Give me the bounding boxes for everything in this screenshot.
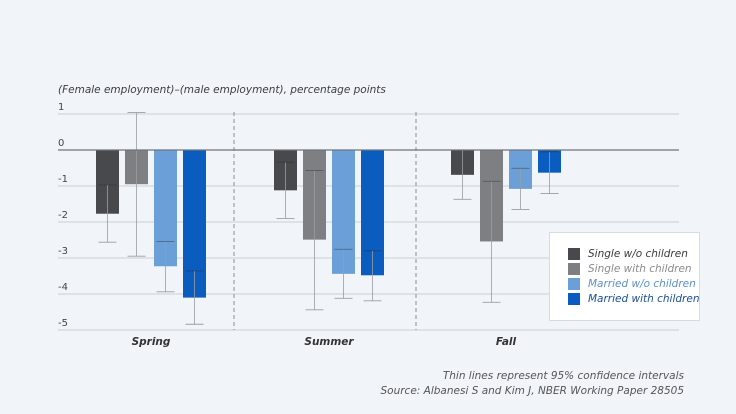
ci-whisker <box>363 250 382 302</box>
bar-summer-3 <box>361 150 384 276</box>
ci-whisker <box>540 151 559 195</box>
bar-spring-2 <box>154 150 177 267</box>
legend-label: Married with children <box>588 293 700 305</box>
legend-swatch <box>568 293 580 305</box>
ci-whisker <box>127 112 146 257</box>
ci-whisker <box>334 248 353 299</box>
legend-swatch <box>568 248 580 260</box>
source-note: Source: Albanesi S and Kim J, NBER Worki… <box>380 385 685 397</box>
chart-notes: Thin lines represent 95% confidence inte… <box>381 369 685 399</box>
y-tick-label: -5 <box>58 318 68 329</box>
ci-note: Thin lines represent 95% confidence inte… <box>442 370 684 382</box>
legend-item: Single with children <box>568 262 692 276</box>
y-tick-label: -4 <box>58 282 68 293</box>
legend-item: Married w/o children <box>568 277 696 291</box>
y-tick-label: 1 <box>58 102 64 113</box>
category-label-fall: Fall <box>496 336 517 348</box>
legend-label: Single w/o children <box>588 248 688 260</box>
y-tick-label: -2 <box>58 210 68 221</box>
bar-spring-0 <box>96 150 119 214</box>
bar-summer-2 <box>332 150 355 274</box>
legend-label: Single with children <box>588 263 692 275</box>
ci-whisker <box>511 167 530 210</box>
legend-item: Single w/o children <box>568 247 688 261</box>
category-separators <box>233 112 417 330</box>
legend-item: Married with children <box>568 292 699 306</box>
ci-whisker <box>482 180 501 303</box>
ci-whisker <box>276 161 295 219</box>
y-axis-ticks: 1 0 -1 -2 -3 -4 -5 <box>58 102 68 329</box>
legend-swatch <box>568 278 580 290</box>
y-tick-label: 0 <box>58 138 64 149</box>
category-labels: Spring Summer Fall <box>132 336 517 348</box>
confidence-intervals <box>98 112 559 325</box>
ci-whisker <box>305 170 324 311</box>
ci-whisker <box>185 270 204 325</box>
legend: Single w/o children Single with children M… <box>549 232 700 321</box>
y-tick-label: -3 <box>58 246 68 257</box>
bar-spring-3 <box>183 150 206 298</box>
y-axis-title: (Female employment)–(male employment), p… <box>58 84 386 96</box>
y-tick-label: -1 <box>58 174 68 185</box>
legend-swatch <box>568 263 580 275</box>
ci-whisker <box>156 240 175 293</box>
category-label-spring: Spring <box>132 336 171 348</box>
category-label-summer: Summer <box>304 336 354 348</box>
ci-whisker <box>98 184 117 243</box>
legend-label: Married w/o children <box>588 278 696 290</box>
